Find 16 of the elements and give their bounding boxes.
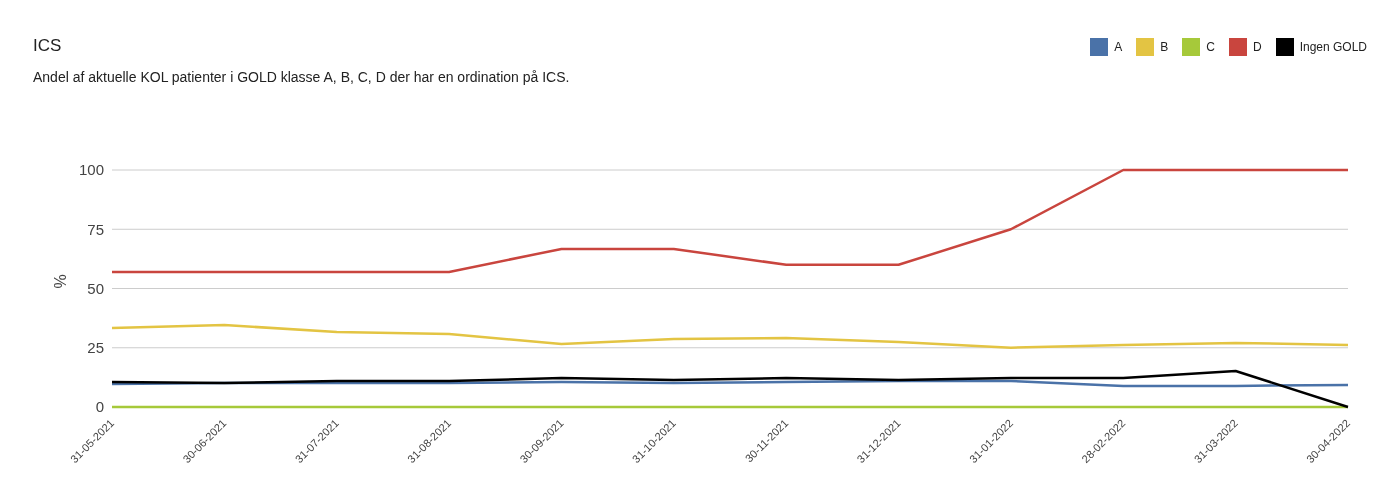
line-series xyxy=(110,369,1350,409)
chart-title: ICS xyxy=(33,36,62,56)
y-tick-label: 100 xyxy=(78,161,104,179)
y-axis-title: % xyxy=(51,274,69,289)
legend-label: A xyxy=(1114,40,1123,54)
y-tick-label: 75 xyxy=(87,220,104,238)
y-tick-label: 25 xyxy=(87,339,104,357)
y-tick-label: 50 xyxy=(87,279,104,297)
legend-label: C xyxy=(1206,40,1215,54)
line-series xyxy=(110,168,1350,274)
line-series xyxy=(110,323,1350,349)
chart-subtitle: Andel af aktuelle KOL patienter i GOLD klasse A, B, C, D der har en ordination på ICS. xyxy=(33,69,570,85)
legend-label: B xyxy=(1160,40,1169,54)
legend-label: Ingen GOLD xyxy=(1299,40,1367,54)
y-tick-label: 0 xyxy=(95,398,104,416)
legend-label: D xyxy=(1252,40,1262,54)
